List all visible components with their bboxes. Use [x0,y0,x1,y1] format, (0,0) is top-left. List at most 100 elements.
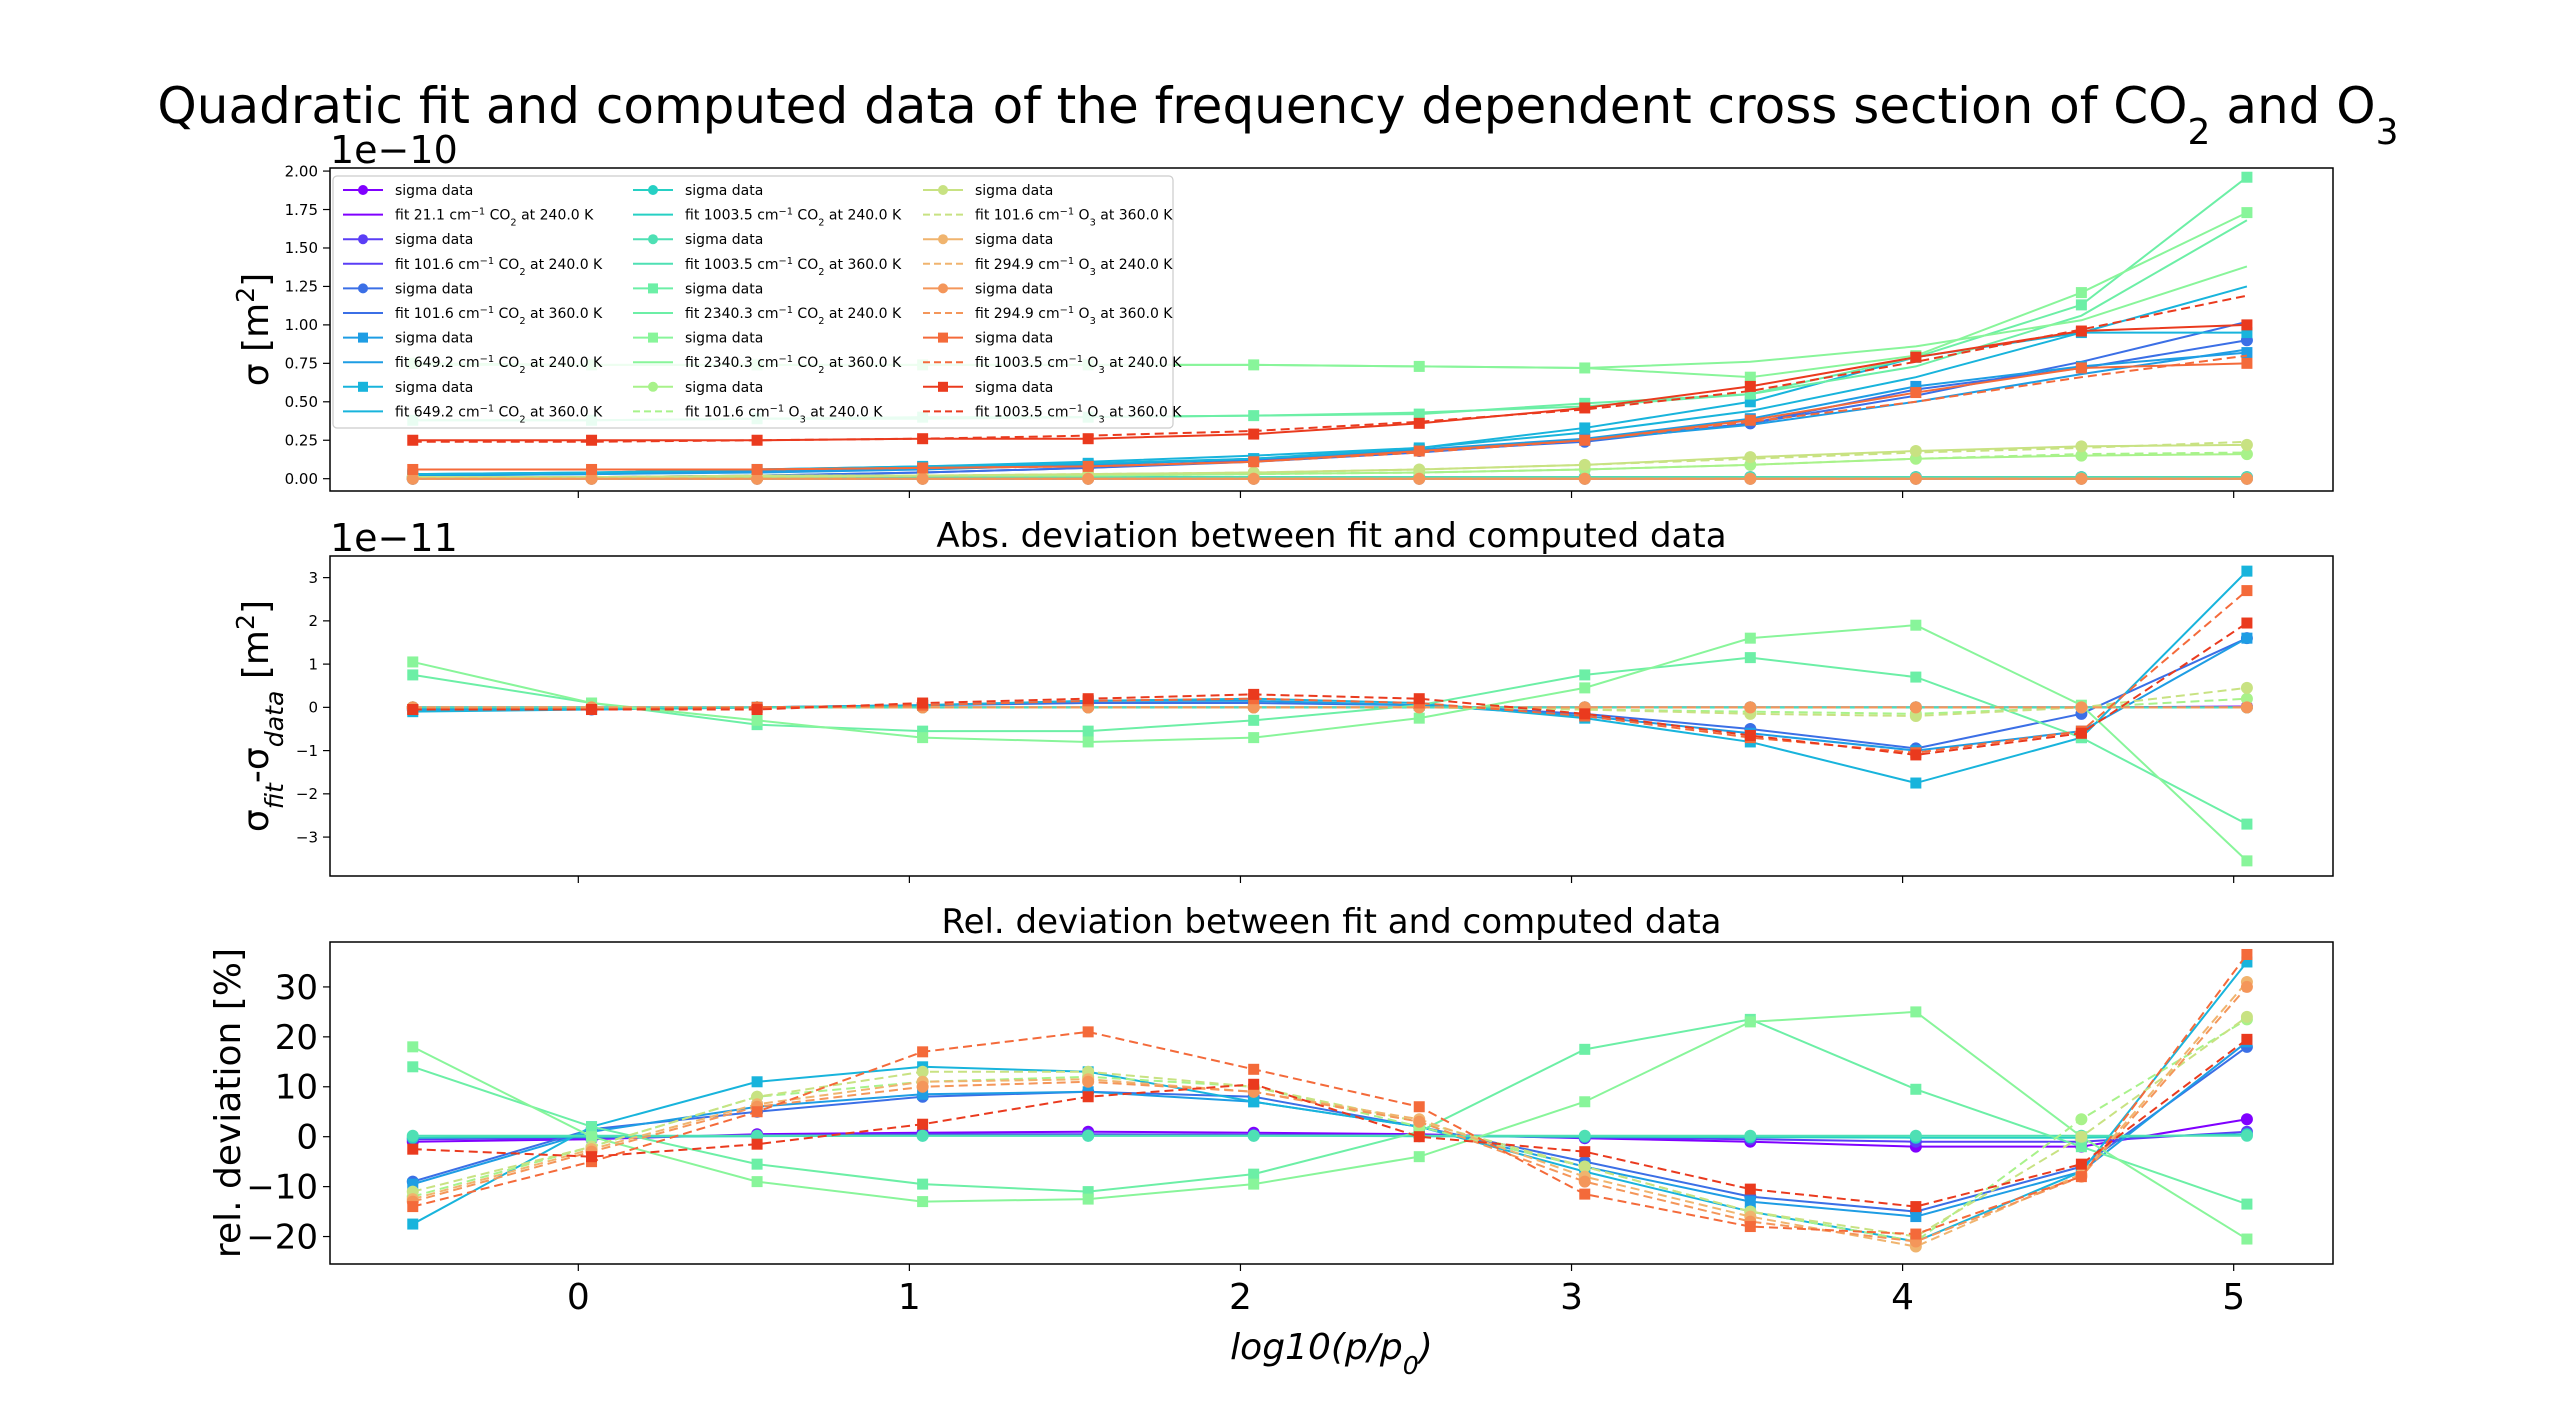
y-tick-label: −1 [296,742,318,760]
y-ticks: 0.00 0.25 0.50 0.75 1.00 1.25 1.50 1.75 2.00 [285,162,330,488]
data-point [1744,396,1756,408]
legend-label: fit 2340.3 cm−1 CO2 at 240.0 K [685,305,902,327]
data-point [1579,434,1591,446]
data-point [1082,1026,1094,1038]
data-point [1744,701,1757,714]
legend-item: sigma data [923,232,1053,248]
data-point [407,669,419,681]
data-point [917,697,929,709]
panel-title: Rel. deviation between fit and computed … [941,902,1721,942]
data-point [1909,701,1922,714]
data-point [2075,727,2087,739]
y-tick-label: −3 [296,828,318,846]
data-point [1413,1151,1425,1163]
series-group [406,565,2253,867]
data-point [1248,1078,1260,1090]
series-15 [407,294,2253,446]
data-point [586,434,598,446]
series-14 [407,585,2253,759]
data-point [1082,433,1094,445]
y-tick-label: 1.50 [285,239,318,257]
data-point [1578,472,1591,485]
data-point [917,462,929,474]
legend-item: fit 2340.3 cm−1 CO2 at 360.0 K [633,354,902,376]
data-point [1247,472,1260,485]
y-tick-label: 1.25 [285,278,318,296]
legend-label: fit 649.2 cm−1 CO2 at 360.0 K [395,403,603,425]
data-point [2241,585,2253,597]
data-point [1910,671,1922,683]
data-point [2241,818,2253,830]
legend-label: sigma data [685,232,763,248]
x-ticks [577,491,2235,498]
legend-label: fit 101.6 cm−1 CO2 at 360.0 K [395,305,603,327]
data-point [1579,669,1591,681]
data-point [751,472,764,485]
data-point [1579,422,1591,434]
data-point [2075,362,2087,374]
legend-marker [938,234,948,245]
data-point [917,1046,929,1058]
data-point [407,1178,419,1190]
data-point [1082,736,1094,748]
data-point [751,1138,763,1150]
fit-line [412,953,2248,1236]
data-point [2240,438,2253,451]
y-tick-label: 0.25 [285,431,318,449]
legend-item: fit 294.9 cm−1 O3 at 240.0 K [923,255,1173,277]
data-point [1579,1146,1591,1158]
legend-label: fit 294.9 cm−1 O3 at 240.0 K [975,255,1173,277]
data-point [916,1065,929,1078]
legend-item: sigma data [343,380,473,396]
data-point [751,1076,763,1088]
data-point [1082,1075,1095,1088]
fit-line [412,1041,2248,1218]
y-tick-label: −20 [246,1217,318,1257]
legend-item: sigma data [923,331,1053,347]
legend-item: sigma data [633,331,763,347]
data-point [751,704,763,716]
fit-line [412,570,2248,785]
data-point [1248,428,1260,440]
data-point [407,1218,419,1230]
x-tick-label: 3 [1560,1277,1583,1318]
data-point [751,434,763,446]
data-point [586,463,598,475]
data-point [2241,207,2253,219]
data-point [1744,729,1756,741]
data-point [2240,681,2253,694]
data-point [1247,701,1260,714]
panel-sigma: 0.00 0.25 0.50 0.75 1.00 1.25 1.50 1.75 2.00 1e−1… [231,128,2334,498]
data-point [751,1106,763,1118]
legend-label: fit 649.2 cm−1 CO2 at 240.0 K [395,354,603,376]
data-point [1413,472,1426,485]
data-point [1413,417,1425,429]
series-5 [407,956,2253,1248]
fit-line [412,589,2248,754]
y-tick-label: 10 [275,1068,318,1108]
fit-line [412,622,2248,756]
legend-label: sigma data [975,183,1053,199]
legend-label: fit 1003.5 cm−1 CO2 at 360.0 K [685,255,902,277]
data-point [1248,732,1260,744]
data-point [2241,948,2253,960]
data-point [1909,472,1922,485]
data-point [1413,463,1426,476]
data-point [586,1151,598,1163]
data-point [2240,1113,2253,1126]
data-point [1744,380,1756,392]
legend-marker [358,381,368,392]
data-point [1744,388,1756,400]
series-7 [406,1129,2253,1142]
y-tick-label: 1.00 [285,316,318,334]
y-tick-label: 0 [296,1118,318,1158]
series-8 [407,1013,2253,1210]
data-point [1744,1221,1756,1233]
fit-line [412,961,2248,1243]
panel-absdev: −3 −2 −1 0 1 2 3 1e−11 Abs. deviation between fi… [231,516,2334,883]
x-tick-label: 0 [567,1277,590,1318]
data-point [2240,692,2253,705]
legend-label: fit 2340.3 cm−1 CO2 at 360.0 K [685,354,902,376]
data-point [1579,1096,1591,1108]
data-point [2240,1129,2253,1142]
